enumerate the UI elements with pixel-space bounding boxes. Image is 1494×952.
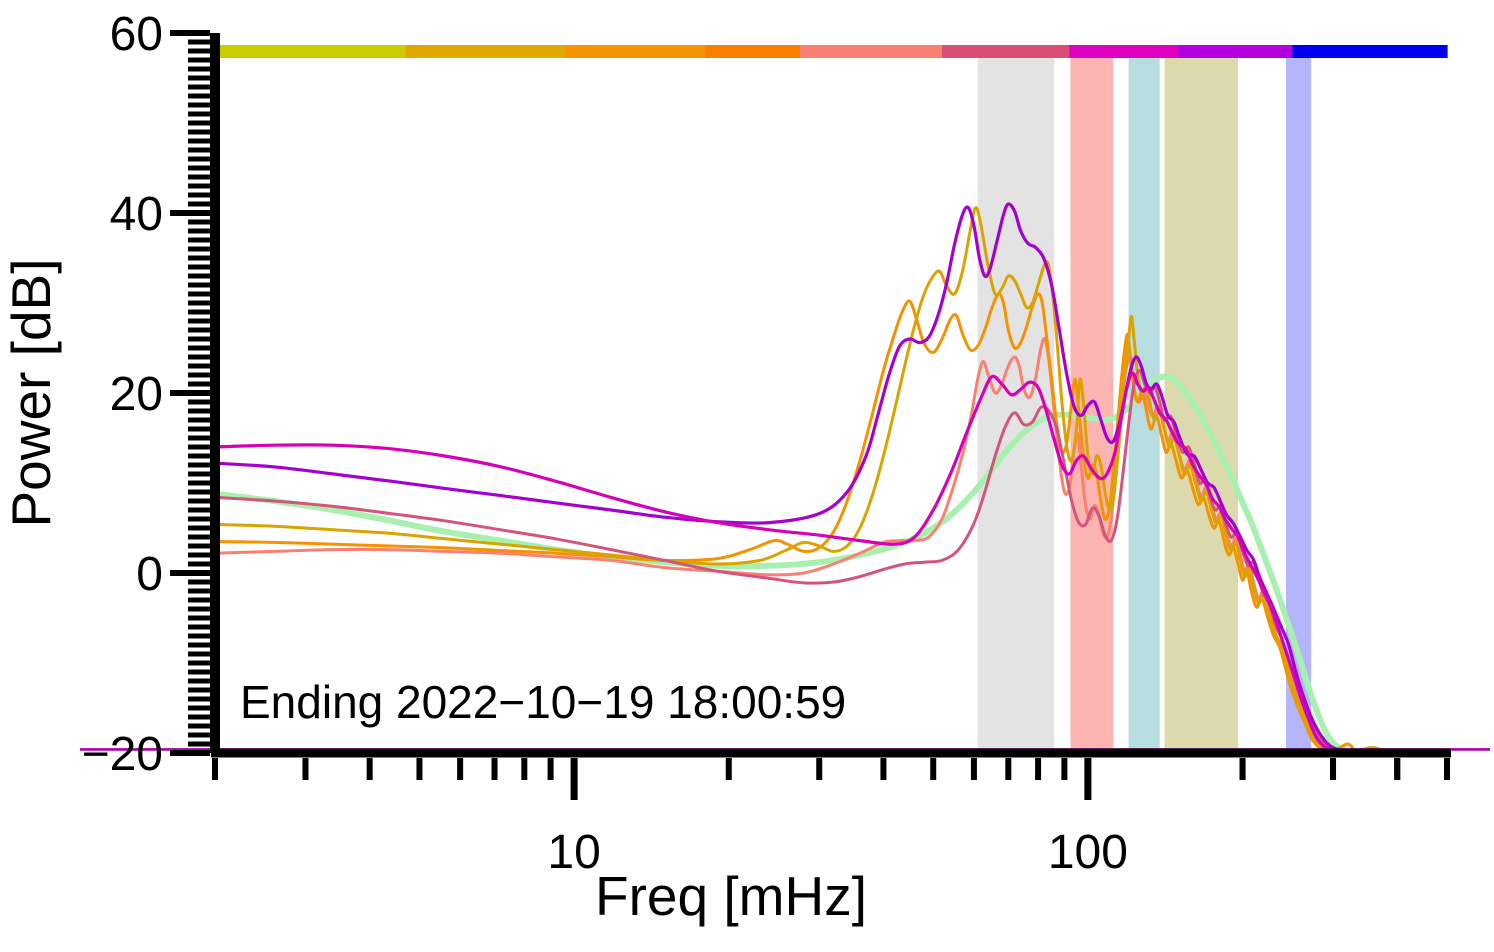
y-tick-label-2: 20 [110,368,163,421]
shaded-bands-group [977,52,1312,753]
colorbar-segment-8 [1292,45,1448,58]
colorbar-segment-5 [941,45,1070,58]
x-tick-label-1: 100 [1048,826,1128,879]
colorbar-segment-1 [405,45,566,58]
x-axis-title: Freq [mHz] [595,865,867,927]
colorbar-segment-2 [565,45,706,58]
colorbar-segment-0 [215,45,407,58]
trace-lightgreen [212,373,1450,756]
band-gray [977,52,1055,753]
colorbar-segment-4 [799,45,943,58]
y-tick-label-1: 40 [110,188,163,241]
plot-annotation: Ending 2022−10−19 18:00:59 [240,676,846,728]
top-colorbar [215,45,1448,58]
axes-group [170,30,1451,800]
band-khaki [1164,52,1239,753]
y-tick-label-0: 60 [110,8,163,61]
axis-labels-group: 60 40 20 0 −20 10 100 Power [dB] Freq [mHz] Endin… [0,8,1128,927]
y-tick-label-4: −20 [82,728,163,781]
trace-gold [213,206,1449,755]
trace-orange [213,292,1449,754]
y-axis-title: Power [dB] [0,258,62,527]
colorbar-segment-7 [1178,45,1293,58]
colorbar-segment-3 [705,45,801,58]
y-tick-label-3: 0 [136,548,163,601]
colorbar-segment-6 [1069,45,1179,58]
series-group [212,202,1450,756]
trace-magenta [213,371,1449,754]
x-tick-label-0: 10 [547,826,600,879]
trace-purple [213,202,1449,754]
